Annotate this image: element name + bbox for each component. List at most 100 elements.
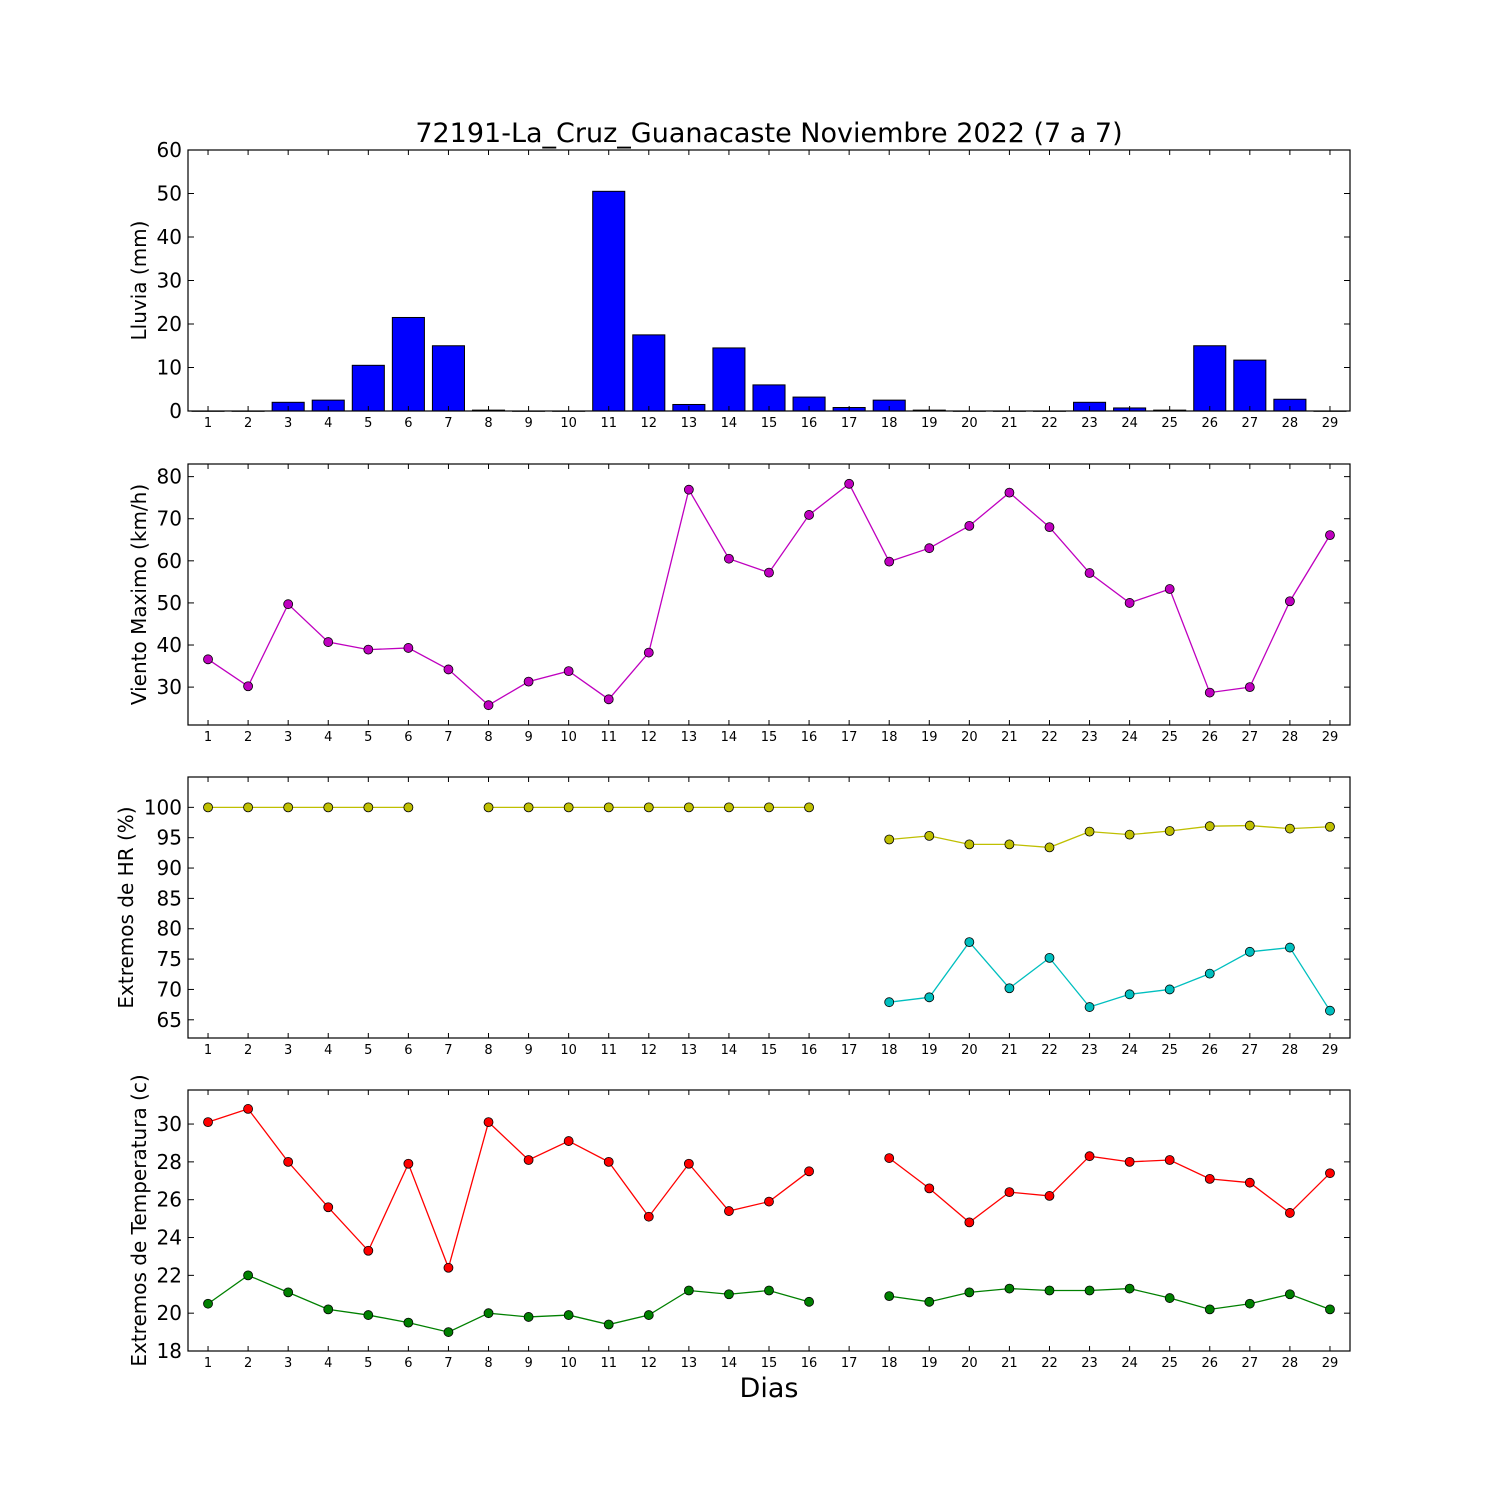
wind-x-tick-label-28: 28 [1282,730,1299,745]
humidity-series-2-point-day-29 [1325,1005,1335,1016]
rain-x-tick-label-16: 16 [801,416,818,431]
temperature-x-tick-label-20: 20 [961,1356,978,1371]
temperature-x-tick-label-6: 6 [404,1356,412,1371]
humidity-x-tick-label-22: 22 [1041,1043,1058,1058]
bar-day-14 [712,347,746,412]
humidity-series-1-point-day-4 [323,802,334,813]
humidity-x-tick-label-25: 25 [1161,1043,1178,1058]
wind-x-tick-label-9: 9 [524,730,532,745]
humidity-series-2-point-day-26 [1204,968,1215,979]
humidity-x-tick-label-20: 20 [961,1043,978,1058]
rain-x-tick-label-17: 17 [841,416,858,431]
wind-series-1-point-day-25 [1164,584,1175,594]
humidity-x-tick-label-18: 18 [881,1043,898,1058]
temperature-series-2-point-day-29 [1325,1304,1335,1315]
wind-x-tick-label-3: 3 [284,730,292,745]
wind-x-tick-label-23: 23 [1081,730,1098,745]
temperature-series-1-point-day-6 [403,1158,414,1169]
wind-series-1-point-day-5 [363,644,374,655]
wind-x-tick-label-14: 14 [721,730,738,745]
rain-x-tick-label-1: 1 [204,416,212,431]
humidity-x-tick-label-9: 9 [524,1043,532,1058]
wind-x-tick-label-7: 7 [444,730,452,745]
temperature-y-tick-label-30: 30 [157,1112,182,1136]
wind-x-tick-label-20: 20 [961,730,978,745]
humidity-x-tick-label-2: 2 [244,1043,252,1058]
rain-x-tick-label-21: 21 [1001,416,1018,431]
rain-x-tick-label-25: 25 [1161,416,1178,431]
humidity-x-tick-label-6: 6 [404,1043,412,1058]
rain-x-tick-label-29: 29 [1322,416,1339,431]
humidity-series-2-point-day-25 [1164,984,1175,995]
humidity-x-tick-label-7: 7 [444,1043,452,1058]
rain-x-tick-label-10: 10 [560,416,577,431]
temperature-series-1-point-day-23 [1084,1151,1095,1162]
humidity-series-1-point-day-15 [764,802,774,813]
temperature-series-2-point-day-8 [483,1308,494,1319]
humidity-series-1-point-day-11 [603,802,614,813]
temperature-series-2-point-day-11 [603,1319,614,1330]
humidity-series-1-point-day-21 [1004,839,1015,850]
wind-x-tick-label-21: 21 [1001,730,1018,745]
rain-x-tick-label-11: 11 [600,416,617,431]
wind-y-axis-label: Viento Maximo (km/h) [127,484,151,705]
temperature-series-2-point-day-9 [523,1312,534,1322]
temperature-y-tick-label-22: 22 [157,1263,182,1287]
humidity-x-tick-label-16: 16 [801,1043,818,1058]
temperature-x-tick-label-22: 22 [1041,1356,1058,1371]
temperature-series-2-point-day-13 [683,1285,694,1296]
bar-day-12 [632,334,666,412]
rain-x-tick-label-23: 23 [1081,416,1098,431]
temperature-series-1-point-day-15 [764,1196,774,1207]
wind-series-1-point-day-18 [884,556,895,567]
wind-series-1-point-day-22 [1044,522,1055,533]
humidity-series-1-point-day-1 [203,802,213,813]
wind-y-tick-label-70: 70 [157,507,182,531]
humidity-x-tick-label-1: 1 [204,1043,212,1058]
wind-series-1-point-day-21 [1004,487,1015,498]
temperature-y-axis-label: Extremos de Temperatura (c) [127,1074,151,1366]
wind-x-tick-label-5: 5 [364,730,372,745]
humidity-x-tick-label-11: 11 [600,1043,617,1058]
humidity-series-1-point-day-27 [1244,820,1255,831]
humidity-x-tick-label-23: 23 [1081,1043,1098,1058]
temperature-x-tick-label-1: 1 [204,1356,212,1371]
wind-x-tick-label-17: 17 [841,730,858,745]
temperature-series-1-point-day-29 [1325,1168,1335,1179]
wind-series-1-point-day-29 [1325,530,1335,541]
rain-x-tick-label-24: 24 [1121,416,1138,431]
temperature-x-tick-label-11: 11 [600,1356,617,1371]
rain-x-tick-label-20: 20 [961,416,978,431]
temperature-series-1-point-day-20 [964,1217,975,1228]
wind-x-tick-label-16: 16 [801,730,818,745]
rain-x-tick-label-7: 7 [444,416,452,431]
humidity-y-tick-label-75: 75 [157,947,182,971]
wind-x-tick-label-24: 24 [1121,730,1138,745]
rain-y-tick-label-30: 30 [157,269,182,293]
humidity-series-1-point-day-24 [1124,829,1135,840]
humidity-x-tick-label-17: 17 [841,1043,858,1058]
humidity-series-1-point-day-2 [243,802,254,813]
temperature-series-1-point-day-25 [1164,1155,1175,1165]
humidity-series-2 [884,937,1335,1016]
temperature-series-1-point-day-4 [323,1202,334,1213]
temperature-series-1-point-day-28 [1285,1208,1295,1218]
rain-x-tick-label-27: 27 [1242,416,1259,431]
temperature-x-tick-label-19: 19 [921,1356,938,1371]
temperature-x-tick-label-13: 13 [681,1356,698,1371]
wind-x-tick-label-6: 6 [404,730,412,745]
humidity-series-1-point-day-8 [483,802,494,813]
temperature-series-2-point-day-6 [403,1317,414,1328]
humidity-series-2-point-day-22 [1044,952,1055,963]
rain-y-tick-label-10: 10 [157,356,182,380]
temperature-series-1-point-day-16 [804,1166,814,1177]
humidity-series-1-point-day-25 [1164,826,1175,836]
humidity-series-1-line-3 [889,824,1330,849]
rain-y-tick-label-0: 0 [169,399,182,423]
wind-y-tick-label-60: 60 [157,549,182,573]
temperature-x-tick-label-24: 24 [1121,1356,1138,1371]
wind-series-1-point-day-19 [924,543,935,554]
temperature-series-1-point-day-22 [1044,1191,1055,1201]
humidity-y-tick-label-80: 80 [157,917,182,941]
